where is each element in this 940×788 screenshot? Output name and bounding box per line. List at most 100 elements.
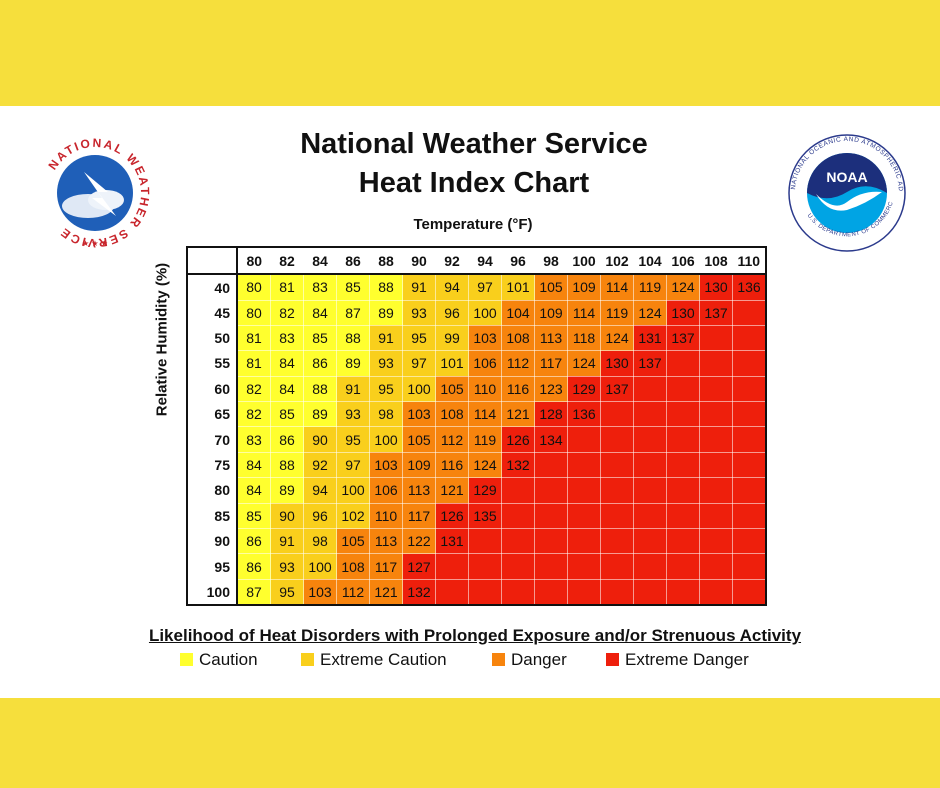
heat-index-cell: 87 bbox=[336, 299, 370, 326]
table-row: 75 84 88 92 97 103 109 116 124 132 bbox=[187, 451, 767, 479]
heat-index-cell: 88 bbox=[336, 324, 370, 352]
humidity-label-40: 40 bbox=[187, 274, 238, 300]
humidity-label-45: 45 bbox=[187, 300, 238, 326]
table-row: 90 86 91 98 105 113 122 131 bbox=[187, 528, 767, 555]
humidity-label-90: 90 bbox=[187, 528, 238, 554]
table-row: 50 81 83 85 88 91 95 99 103 108 113 118 124 131 137 bbox=[187, 324, 767, 352]
heat-index-cell: 84 bbox=[303, 299, 337, 326]
heat-index-cell bbox=[699, 553, 733, 580]
heat-index-cell: 84 bbox=[270, 350, 304, 377]
heat-index-cell: 86 bbox=[236, 553, 271, 580]
heat-index-cell: 103 bbox=[303, 578, 337, 606]
heat-index-cell: 95 bbox=[402, 324, 436, 352]
noaa-center-text: NOAA bbox=[826, 169, 867, 185]
heat-index-cell: 85 bbox=[303, 324, 337, 352]
humidity-label-50: 50 bbox=[187, 325, 238, 351]
heat-index-cell bbox=[699, 528, 733, 555]
humidity-label-80: 80 bbox=[187, 477, 238, 504]
heat-index-cell bbox=[666, 528, 700, 555]
heat-index-cell bbox=[732, 299, 767, 326]
heat-index-cell bbox=[732, 502, 767, 530]
heat-index-cell: 96 bbox=[303, 502, 337, 530]
heat-index-cell: 104 bbox=[501, 299, 535, 326]
heat-index-cell bbox=[567, 578, 601, 606]
heat-index-cell bbox=[732, 553, 767, 580]
heat-index-cell: 135 bbox=[468, 502, 502, 530]
heat-index-cell bbox=[501, 553, 535, 580]
heat-index-cell: 109 bbox=[567, 273, 601, 301]
chart-title-line2: Heat Index Chart bbox=[358, 167, 590, 199]
heat-index-cell: 82 bbox=[270, 299, 304, 326]
heat-index-cell: 84 bbox=[270, 375, 304, 403]
heat-index-cell: 121 bbox=[501, 401, 535, 428]
heat-index-cell: 127 bbox=[402, 553, 436, 580]
heat-index-cell bbox=[534, 477, 568, 504]
heat-index-cell: 122 bbox=[402, 528, 436, 555]
table-row: 45 80 82 84 87 89 93 96 100 104 109 114 119 124 130 137 bbox=[187, 299, 767, 326]
heat-index-cell bbox=[699, 350, 733, 377]
heat-index-cell: 108 bbox=[435, 401, 469, 428]
heat-index-cell bbox=[501, 502, 535, 530]
heat-index-cell: 130 bbox=[699, 273, 733, 301]
temperature-header-98: 98 bbox=[534, 247, 568, 275]
heat-index-cell: 108 bbox=[501, 324, 535, 352]
heat-index-cell bbox=[732, 578, 767, 606]
legend-label: Danger bbox=[511, 650, 567, 669]
heat-index-cell: 89 bbox=[270, 477, 304, 504]
heat-index-cell bbox=[666, 578, 700, 606]
heat-index-cell: 124 bbox=[633, 299, 667, 326]
heat-index-cell: 100 bbox=[402, 375, 436, 403]
heat-index-cell bbox=[732, 426, 767, 453]
temperature-header-84: 84 bbox=[303, 247, 337, 275]
legend-label: Caution bbox=[199, 650, 258, 669]
heat-index-cell bbox=[699, 477, 733, 504]
heat-index-cell: 85 bbox=[336, 273, 370, 301]
heat-index-cell: 103 bbox=[468, 324, 502, 352]
heat-index-cell: 137 bbox=[600, 375, 634, 403]
heat-index-cell: 91 bbox=[369, 324, 403, 352]
heat-index-cell bbox=[600, 451, 634, 479]
heat-index-cell: 81 bbox=[236, 350, 271, 377]
heat-index-cell: 119 bbox=[468, 426, 502, 453]
heat-index-cell: 90 bbox=[270, 502, 304, 530]
table-row: 85 85 90 96 102 110 117 126 135 bbox=[187, 502, 767, 530]
heat-index-cell: 103 bbox=[369, 451, 403, 479]
heat-index-cell: 128 bbox=[534, 401, 568, 428]
heat-index-cell: 97 bbox=[336, 451, 370, 479]
heat-index-cell bbox=[501, 578, 535, 606]
heat-index-cell: 103 bbox=[402, 401, 436, 428]
legend: Caution Extreme Caution Danger Extreme Dang… bbox=[180, 650, 780, 672]
heat-index-cell: 88 bbox=[303, 375, 337, 403]
heat-index-cell bbox=[699, 324, 733, 352]
heat-index-cell: 97 bbox=[468, 273, 502, 301]
heat-index-cell: 86 bbox=[270, 426, 304, 453]
temperature-header-86: 86 bbox=[336, 247, 370, 275]
heat-index-cell bbox=[633, 553, 667, 580]
heat-index-cell: 94 bbox=[435, 273, 469, 301]
heat-index-cell: 95 bbox=[336, 426, 370, 453]
heat-index-cell bbox=[567, 502, 601, 530]
heat-index-cell: 102 bbox=[336, 502, 370, 530]
temperature-header-102: 102 bbox=[600, 247, 634, 275]
heat-index-cell: 85 bbox=[236, 502, 271, 530]
temperature-header-90: 90 bbox=[402, 247, 436, 275]
heat-index-cell: 124 bbox=[666, 273, 700, 301]
heat-index-cell: 112 bbox=[435, 426, 469, 453]
y-axis-label: Relative Humidity (%) bbox=[153, 262, 171, 417]
heat-index-cell: 105 bbox=[402, 426, 436, 453]
legend-item-extreme-danger: Extreme Danger bbox=[606, 650, 749, 670]
heat-index-cell: 116 bbox=[501, 375, 535, 403]
svg-text:★ ★ ★: ★ ★ ★ bbox=[82, 239, 108, 248]
humidity-label-85: 85 bbox=[187, 503, 238, 529]
heat-index-cell: 81 bbox=[236, 324, 271, 352]
legend-label: Extreme Caution bbox=[320, 650, 447, 669]
heat-index-cell bbox=[699, 578, 733, 606]
heat-index-cell: 100 bbox=[468, 299, 502, 326]
heat-index-cell bbox=[732, 401, 767, 428]
heat-index-cell bbox=[732, 477, 767, 504]
heat-index-cell: 81 bbox=[270, 273, 304, 301]
heat-index-cell: 121 bbox=[435, 477, 469, 504]
temperature-header-104: 104 bbox=[633, 247, 667, 275]
heat-index-cell: 80 bbox=[236, 273, 271, 301]
heat-index-cell: 97 bbox=[402, 350, 436, 377]
